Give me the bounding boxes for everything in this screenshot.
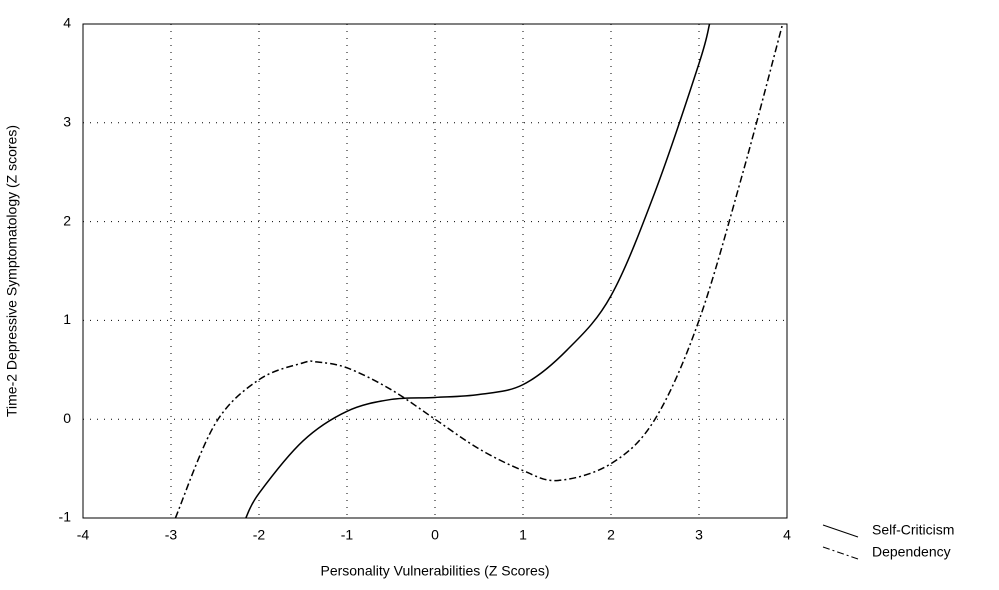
y-tick-label: 2: [63, 212, 71, 228]
y-tick-label: 4: [63, 15, 71, 31]
x-tick-label: -1: [341, 527, 354, 543]
x-tick-label: 1: [519, 527, 527, 543]
y-tick-label: -1: [59, 509, 72, 525]
legend-label: Self-Criticism: [872, 522, 954, 538]
plot-frame: [82, 23, 788, 519]
legend-swatch: [822, 524, 859, 538]
series-line: [245, 23, 711, 519]
x-tick-label: -2: [253, 527, 266, 543]
y-tick-label: 3: [63, 114, 71, 130]
series-line: [174, 23, 784, 519]
x-tick-label: 2: [607, 527, 615, 543]
x-tick-label: 0: [431, 527, 439, 543]
x-axis-label: Personality Vulnerabilities (Z Scores): [320, 563, 549, 579]
x-tick-label: -4: [77, 527, 90, 543]
legend-label: Dependency: [872, 544, 951, 560]
y-tick-label: 0: [63, 410, 71, 426]
y-tick-label: 1: [63, 311, 71, 327]
legend-swatch: [822, 546, 859, 560]
x-tick-label: -3: [165, 527, 178, 543]
y-axis-label: Time-2 Depressive Symptomatology (Z scor…: [4, 125, 20, 417]
x-tick-label: 4: [783, 527, 791, 543]
x-tick-label: 3: [695, 527, 703, 543]
